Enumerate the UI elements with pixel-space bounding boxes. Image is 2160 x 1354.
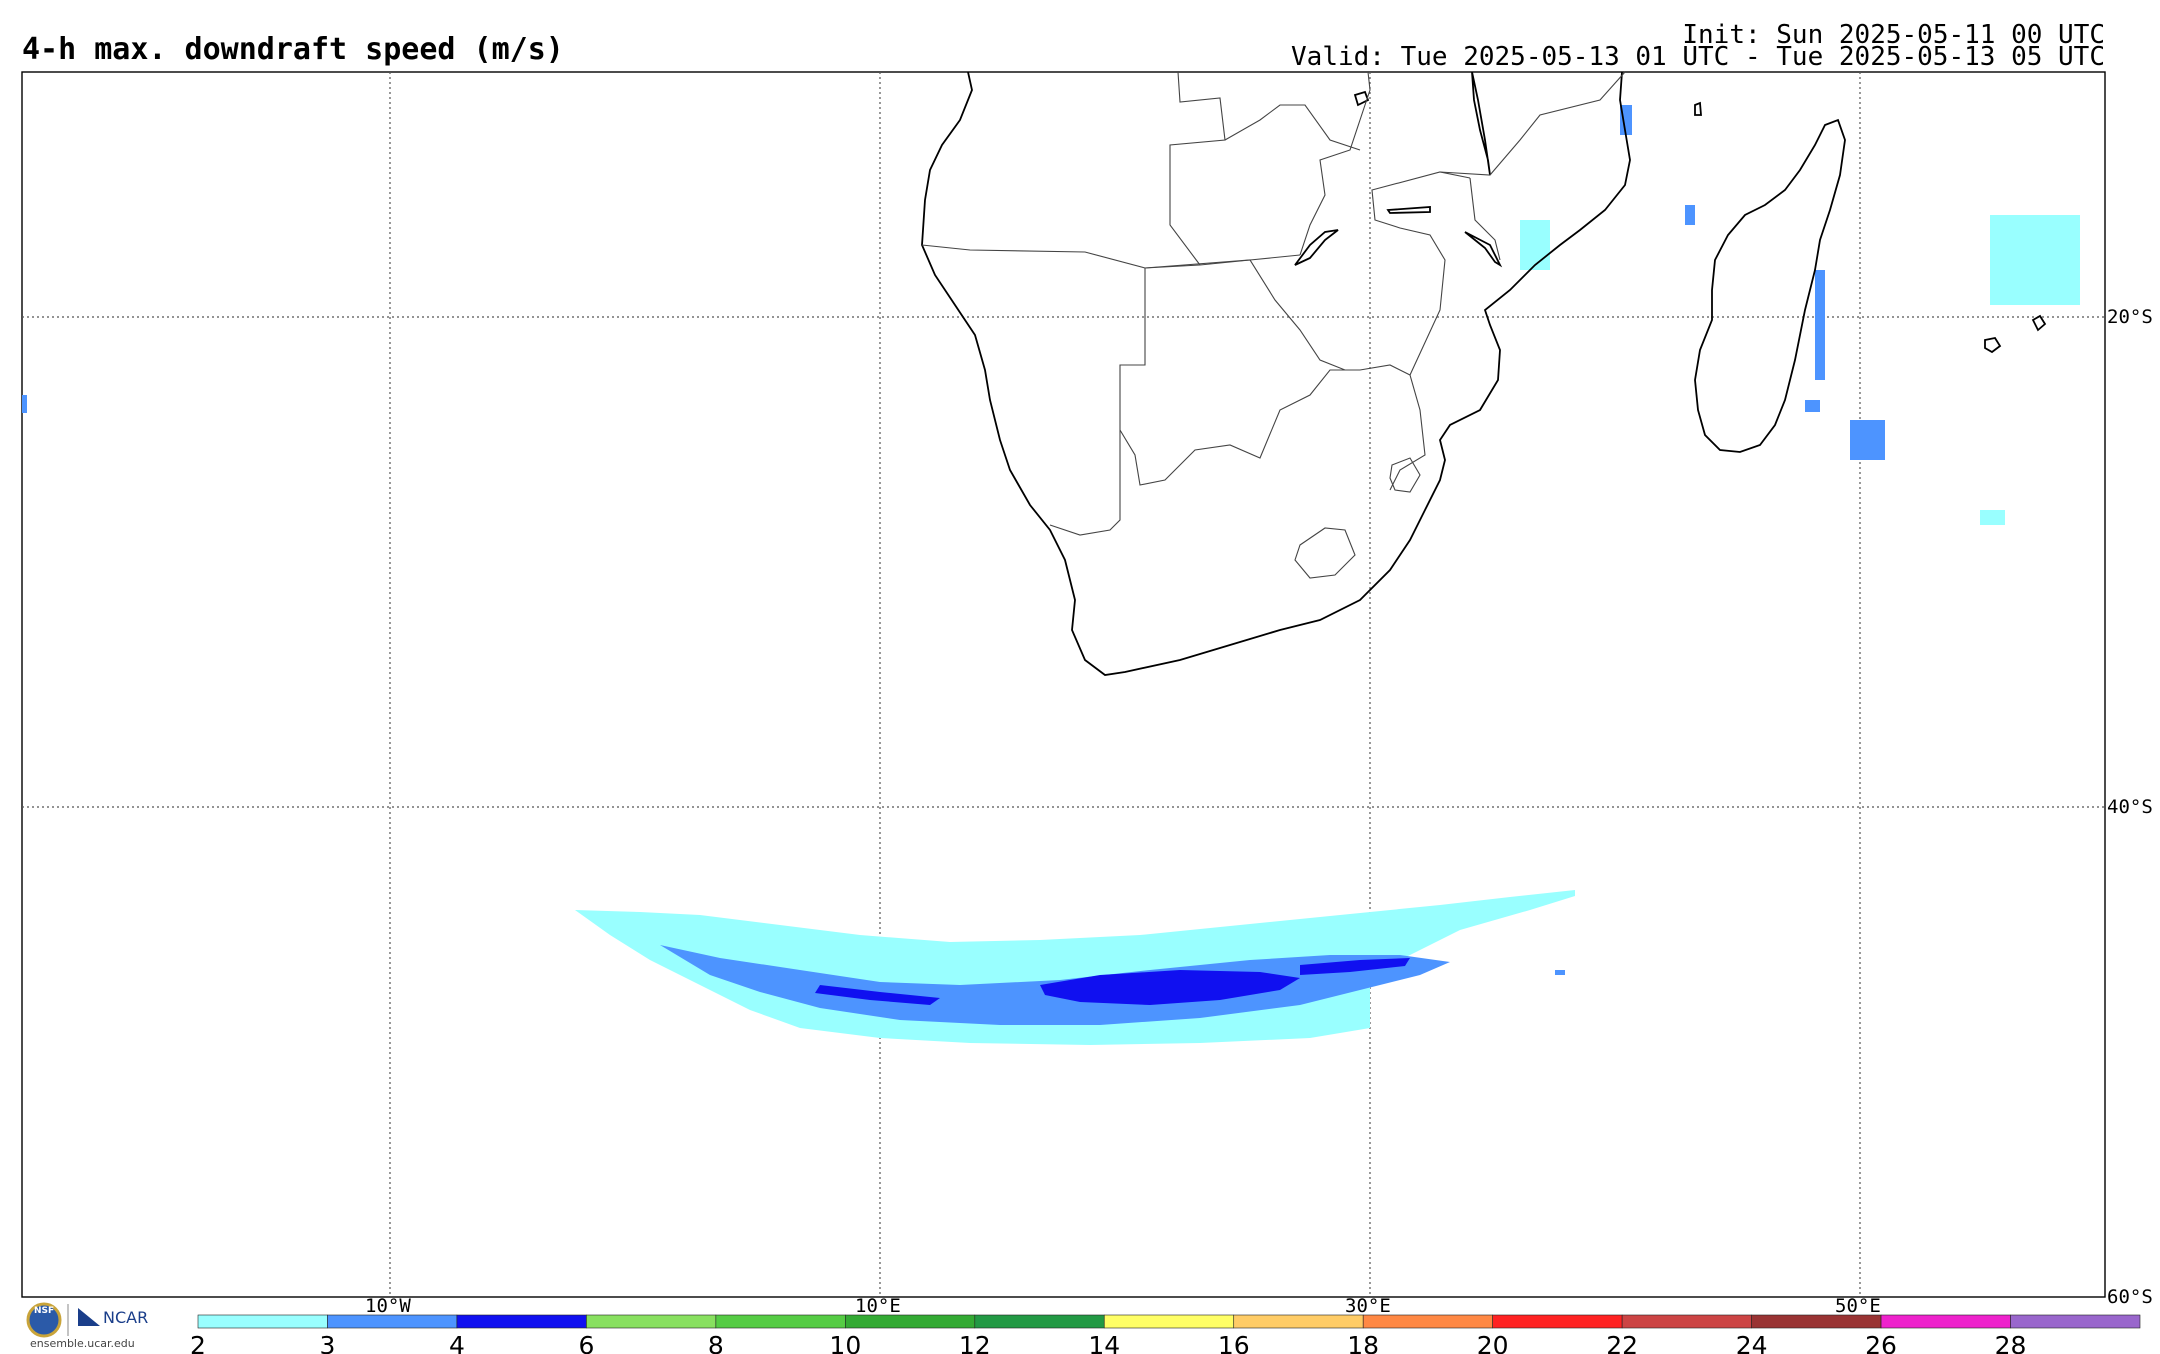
lon-labels: 10°W 10°E 30°E 50°E [365,1295,1881,1317]
nsf-logo-circle [26,1302,62,1338]
cell [1805,400,1820,412]
colorbar-tick-label: 22 [1606,1331,1638,1354]
lake-kariba [1294,229,1339,266]
ncar-nsf-logo [26,1302,100,1338]
lake-tanganyika [1386,206,1431,214]
init-time: Init: Sun 2025-05-11 00 UTC [1682,20,2105,50]
colorbar-tick-label: 20 [1477,1331,1509,1354]
colorbar-tick-label: 28 [1995,1331,2027,1354]
downdraft-field [575,890,1575,1045]
madagascar-coastline [1694,118,1846,453]
map-frame [21,71,2106,1298]
cell [1815,270,1825,380]
colorbar-swatch [1751,1314,1882,1329]
nsf-label: NSF [34,1306,55,1316]
lesotho-border [1294,527,1356,579]
cell [1850,420,1885,460]
lake-victoria [1353,90,1370,107]
colorbar-tick-label: 12 [959,1331,991,1354]
ncar-label: NCAR [103,1308,149,1327]
lat-label-60s: 60°S [2107,1286,2153,1308]
lon-label-10e: 10°E [855,1295,901,1317]
border [1049,268,1146,536]
colorbar-swatch [1880,1314,2011,1329]
comoros [1694,101,1702,116]
country-borders [921,71,1626,579]
reunion [2031,314,2047,332]
border [1144,259,1411,376]
cell [1980,510,2005,525]
colorbar-tick-label: 16 [1218,1331,1250,1354]
valid-time: Valid: Tue 2025-05-13 01 UTC - Tue 2025-… [1291,42,2105,72]
africa-coastline [921,71,1631,676]
colorbar-swatch [586,1314,717,1329]
map-title: 4-h max. downdraft speed (m/s) [22,32,564,67]
border [1439,71,1626,176]
colorbar-swatch [1362,1314,1493,1329]
colorbar-swatch [1492,1314,1623,1329]
coastlines [921,71,2047,676]
logo-url: ensemble.ucar.edu [30,1337,135,1350]
colorbar-tick-label: 24 [1736,1331,1768,1354]
border [1119,369,1360,486]
colorbar-tick-label: 2 [190,1331,206,1354]
cell [22,395,27,413]
cell [1990,215,2080,305]
downdraft-spot [1555,970,1565,975]
downdraft-strong-streak-1 [815,985,940,1005]
downdraft-strong-streak-2 [1300,958,1410,975]
colorbar-swatch [715,1314,846,1329]
border [1389,374,1426,491]
scattered-cells [22,105,2080,525]
colorbar-swatch [1233,1314,1364,1329]
downdraft-strong-core [1040,970,1300,1005]
lat-label-20s: 20°S [2107,306,2153,328]
colorbar-swatch [2010,1314,2141,1329]
ncar-logo-mark [78,1308,100,1326]
mauritius [1984,336,2002,354]
border [1224,104,1361,151]
colorbar-swatch [1621,1314,1752,1329]
colorbar-tick-label: 4 [449,1331,465,1354]
colorbar-tick-label: 3 [320,1331,336,1354]
border [1469,177,1501,261]
border [1299,71,1371,256]
lake-malawi [1471,71,1491,176]
colorbar-swatch [327,1314,458,1329]
colorbar-swatch [456,1314,587,1329]
eswatini-border [1389,457,1421,493]
colorbar-tick-label: 26 [1865,1331,1897,1354]
border [1371,171,1471,376]
colorbar-swatch [197,1314,328,1329]
colorbar-swatch [845,1314,976,1329]
colorbar-tick-label: 14 [1088,1331,1120,1354]
colorbar-tick-label: 18 [1347,1331,1379,1354]
cell [1685,205,1695,225]
lon-label-50e: 50°E [1835,1295,1881,1317]
lake-mweru [1464,231,1503,268]
colorbar-tick-label: 8 [708,1331,724,1354]
colorbar-tick-label: 10 [829,1331,861,1354]
lon-label-30e: 30°E [1345,1295,1391,1317]
colorbar-swatch [1103,1314,1235,1329]
lat-labels: 20°S 40°S 60°S [2107,306,2153,1308]
lon-label-10w: 10°W [365,1295,411,1317]
colorbar-swatch [974,1314,1105,1329]
lat-label-40s: 40°S [2107,796,2153,818]
graticule [22,72,2105,1297]
cell [1620,105,1632,135]
cell [1520,220,1550,270]
colorbar-tick-label: 6 [578,1331,594,1354]
